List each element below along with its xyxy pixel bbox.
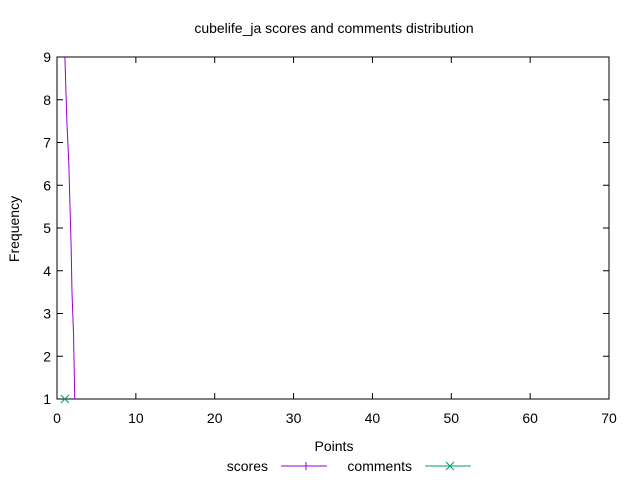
x-tick-label: 70: [601, 410, 617, 426]
x-tick-label: 0: [53, 410, 61, 426]
legend-item: scores: [227, 458, 327, 474]
y-tick-label: 5: [43, 220, 51, 236]
x-tick-label: 20: [207, 410, 223, 426]
x-tick-label: 10: [128, 410, 144, 426]
data-point-marker: [60, 394, 70, 404]
y-tick-label: 9: [43, 49, 51, 65]
y-tick-label: 1: [43, 391, 51, 407]
plot-area: [56, 56, 610, 400]
series-comments: [60, 394, 70, 404]
y-axis: 1 2 3 4 5 6 7 8 9: [43, 49, 609, 407]
y-tick-label: 2: [43, 348, 51, 364]
series-line: [64, 56, 76, 400]
x-tick-label: 40: [365, 410, 381, 426]
y-tick-label: 4: [43, 263, 51, 279]
data-point-marker: [445, 461, 455, 471]
y-tick-label: 7: [43, 135, 51, 151]
chart-title: cubelife_ja scores and comments distribu…: [194, 20, 473, 36]
legend-label: comments: [347, 458, 412, 474]
x-tick-label: 60: [522, 410, 538, 426]
series-layer: [60, 56, 76, 404]
legend: scores comments: [227, 458, 471, 474]
x-axis-label: Points: [315, 438, 354, 454]
x-tick-label: 50: [443, 410, 459, 426]
legend-label: scores: [227, 458, 268, 474]
y-tick-label: 6: [43, 177, 51, 193]
x-tick-label: 30: [286, 410, 302, 426]
series-scores: [64, 56, 76, 400]
plot-frame: [56, 56, 610, 400]
y-tick-label: 8: [43, 92, 51, 108]
data-point-marker: [302, 462, 310, 470]
y-tick-label: 3: [43, 306, 51, 322]
y-axis-label: Frequency: [6, 196, 22, 262]
legend-item: comments: [347, 458, 471, 474]
x-axis: 0 10 20 30 40 50 60 70: [53, 57, 617, 426]
